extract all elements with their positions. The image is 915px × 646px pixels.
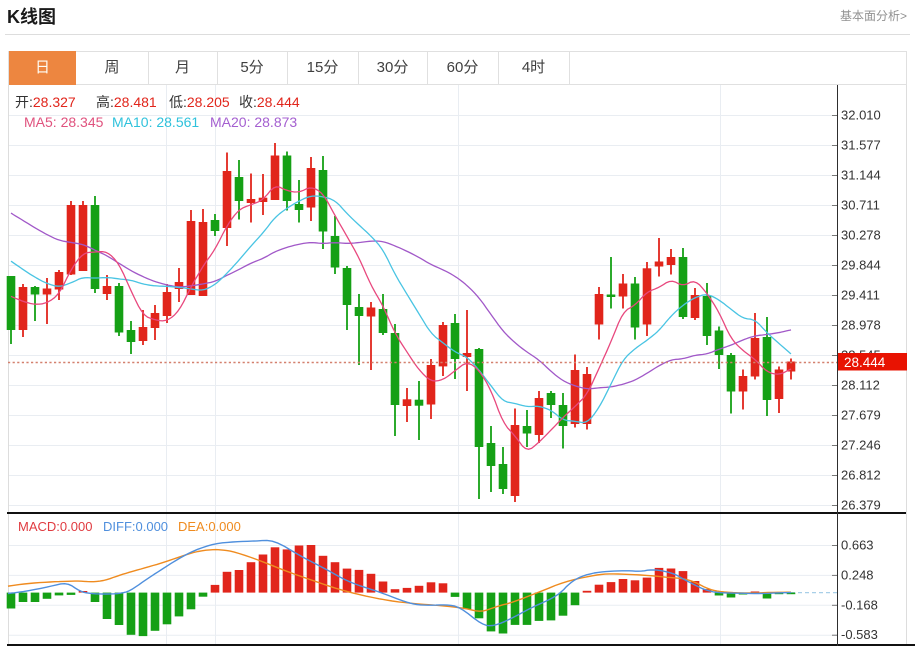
svg-text:DEA:0.000: DEA:0.000	[178, 519, 241, 534]
svg-text:MA20: 28.873: MA20: 28.873	[210, 114, 297, 130]
svg-text:28.112: 28.112	[841, 378, 880, 393]
svg-text:开:28.327: 开:28.327	[15, 94, 76, 110]
svg-text:30.278: 30.278	[841, 228, 881, 243]
svg-text:-0.168: -0.168	[841, 597, 878, 612]
svg-text:26.379: 26.379	[841, 498, 881, 513]
svg-text:27.679: 27.679	[841, 408, 881, 423]
svg-text:26.812: 26.812	[841, 468, 881, 483]
svg-text:29.844: 29.844	[841, 258, 881, 273]
svg-text:MACD:0.000: MACD:0.000	[18, 519, 92, 534]
svg-text:31.144: 31.144	[841, 168, 881, 183]
svg-text:高:28.481: 高:28.481	[96, 94, 157, 110]
svg-text:32.010: 32.010	[841, 108, 881, 123]
svg-text:31.577: 31.577	[841, 138, 881, 153]
svg-text:28.444: 28.444	[844, 355, 886, 370]
svg-text:MA5: 28.345: MA5: 28.345	[24, 114, 104, 130]
svg-text:28.978: 28.978	[841, 318, 881, 333]
svg-text:收:28.444: 收:28.444	[239, 94, 300, 110]
svg-text:30.711: 30.711	[841, 198, 880, 213]
svg-text:MA10: 28.561: MA10: 28.561	[112, 114, 199, 130]
svg-text:27.246: 27.246	[841, 438, 881, 453]
svg-text:低:28.205: 低:28.205	[169, 94, 230, 110]
svg-text:DIFF:0.000: DIFF:0.000	[103, 519, 168, 534]
svg-text:0.663: 0.663	[841, 538, 874, 553]
svg-text:-0.583: -0.583	[841, 627, 878, 642]
svg-text:0.248: 0.248	[841, 567, 874, 582]
svg-text:29.411: 29.411	[841, 288, 880, 303]
